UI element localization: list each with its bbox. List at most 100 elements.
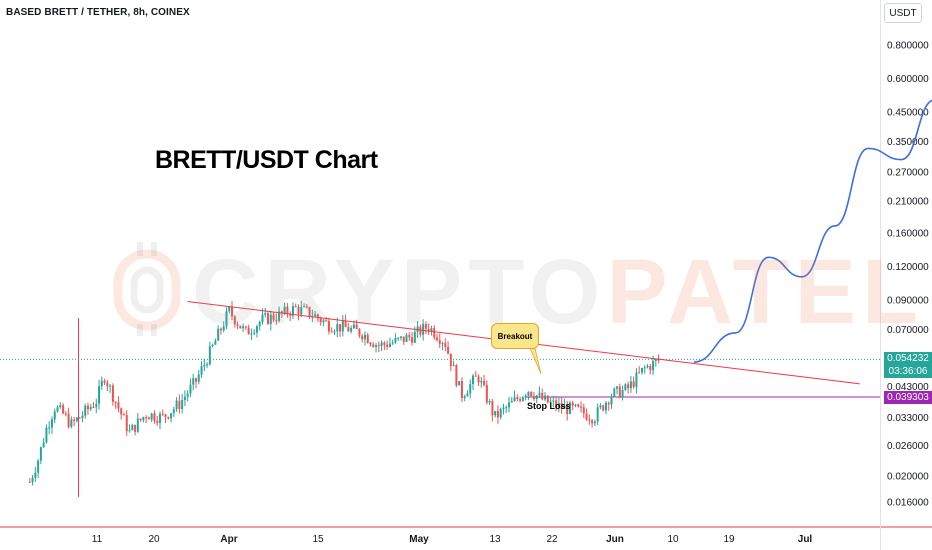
- candle-body: [496, 410, 499, 418]
- candle-body: [646, 365, 649, 368]
- candle-body: [380, 342, 383, 347]
- candle-body: [499, 409, 502, 418]
- candle-body: [488, 401, 491, 403]
- candle-body: [81, 415, 84, 419]
- candle-body: [422, 323, 425, 335]
- watermark-text-part2: PATEL: [606, 241, 925, 343]
- candle-body: [189, 384, 192, 394]
- candle-body: [192, 378, 195, 385]
- candle-body: [447, 346, 450, 354]
- stop-loss-price-tag: 0.039303: [884, 391, 932, 404]
- candle-body: [258, 322, 261, 327]
- candle-body: [599, 405, 602, 408]
- candle-body: [571, 402, 574, 406]
- candle-body: [319, 318, 322, 323]
- candle-body: [197, 374, 200, 382]
- candle-body: [391, 342, 394, 344]
- watermark-text-part1: CRYPTO: [192, 241, 607, 343]
- candle-body: [649, 365, 652, 371]
- candle-body: [438, 340, 441, 344]
- candle-body: [330, 331, 333, 333]
- candle-body: [555, 400, 558, 408]
- candle-body: [632, 381, 635, 387]
- chart-annotation-title: BRETT/USDT Chart: [155, 146, 378, 174]
- candle-body: [172, 409, 175, 414]
- candle-body: [156, 420, 159, 423]
- candle-body: [50, 419, 53, 428]
- last-price-tag: 0.054232: [884, 352, 932, 365]
- candle-body: [128, 430, 131, 432]
- candle-body: [510, 401, 513, 403]
- candle-body: [219, 328, 222, 331]
- candle-body: [294, 306, 297, 308]
- x-tick-label: 15: [312, 534, 324, 545]
- candle-body: [419, 326, 422, 335]
- projection-curve: [693, 99, 932, 363]
- candle-body: [560, 403, 563, 409]
- symbol-title[interactable]: BASED BRETT / TETHER, 8h, COINEX: [6, 7, 190, 18]
- candle-body: [183, 396, 186, 401]
- candle-body: [416, 326, 419, 332]
- candle-body: [333, 331, 336, 333]
- candle-body: [502, 407, 505, 410]
- candle-body: [455, 365, 458, 386]
- candle-body: [413, 331, 416, 343]
- candle-body: [164, 414, 167, 417]
- candle-body: [366, 334, 369, 344]
- candle-body: [125, 414, 128, 432]
- watermark-text: CRYPTOPATEL: [192, 242, 924, 342]
- y-tick-label: 0.090000: [887, 296, 929, 307]
- y-tick-label: 0.070000: [887, 325, 929, 336]
- candle-body: [211, 344, 214, 347]
- candle-body: [635, 372, 638, 387]
- candle-body: [394, 337, 397, 343]
- candle-body: [377, 345, 380, 347]
- x-tick-label: Apr: [220, 534, 237, 545]
- candle-body: [483, 380, 486, 385]
- candle-body: [546, 395, 549, 403]
- candle-body: [53, 411, 56, 420]
- candle-body: [532, 395, 535, 400]
- candle-body: [469, 384, 472, 394]
- candle-body: [607, 402, 610, 405]
- candle-body: [267, 313, 270, 324]
- candle-body: [42, 442, 45, 448]
- candle-body: [361, 335, 364, 340]
- candle-body: [588, 419, 591, 421]
- candle-body: [336, 324, 339, 332]
- candle-body: [28, 481, 31, 483]
- y-tick-label: 0.016000: [887, 498, 929, 509]
- breakout-callout: Breakout: [491, 323, 539, 349]
- candle-body: [344, 320, 347, 328]
- candle-body: [433, 328, 436, 338]
- candle-body: [505, 407, 508, 409]
- candle-body: [142, 417, 145, 421]
- crypto-patel-logo-icon: [113, 242, 181, 336]
- currency-button[interactable]: USDT: [884, 3, 922, 23]
- candle-body: [524, 395, 527, 398]
- candle-body: [652, 360, 655, 371]
- candle-body: [452, 365, 455, 367]
- candle-body: [150, 413, 153, 420]
- candle-body: [654, 359, 657, 361]
- candle-body: [643, 367, 646, 369]
- candle-body: [399, 336, 402, 338]
- candle-body: [73, 419, 76, 421]
- candle-body: [602, 405, 605, 411]
- candle-body: [383, 342, 386, 345]
- candle-body: [103, 380, 106, 383]
- candle-body: [264, 313, 267, 315]
- candle-body: [480, 380, 483, 383]
- candle-body: [228, 306, 231, 312]
- candle-body: [31, 477, 34, 483]
- candle-body: [638, 372, 641, 374]
- candle-body: [350, 327, 353, 332]
- candle-body: [200, 366, 203, 375]
- candle-body: [244, 326, 247, 328]
- candle-body: [527, 391, 530, 396]
- candle-body: [98, 386, 101, 404]
- candle-body: [629, 381, 632, 389]
- candle-body: [62, 405, 65, 414]
